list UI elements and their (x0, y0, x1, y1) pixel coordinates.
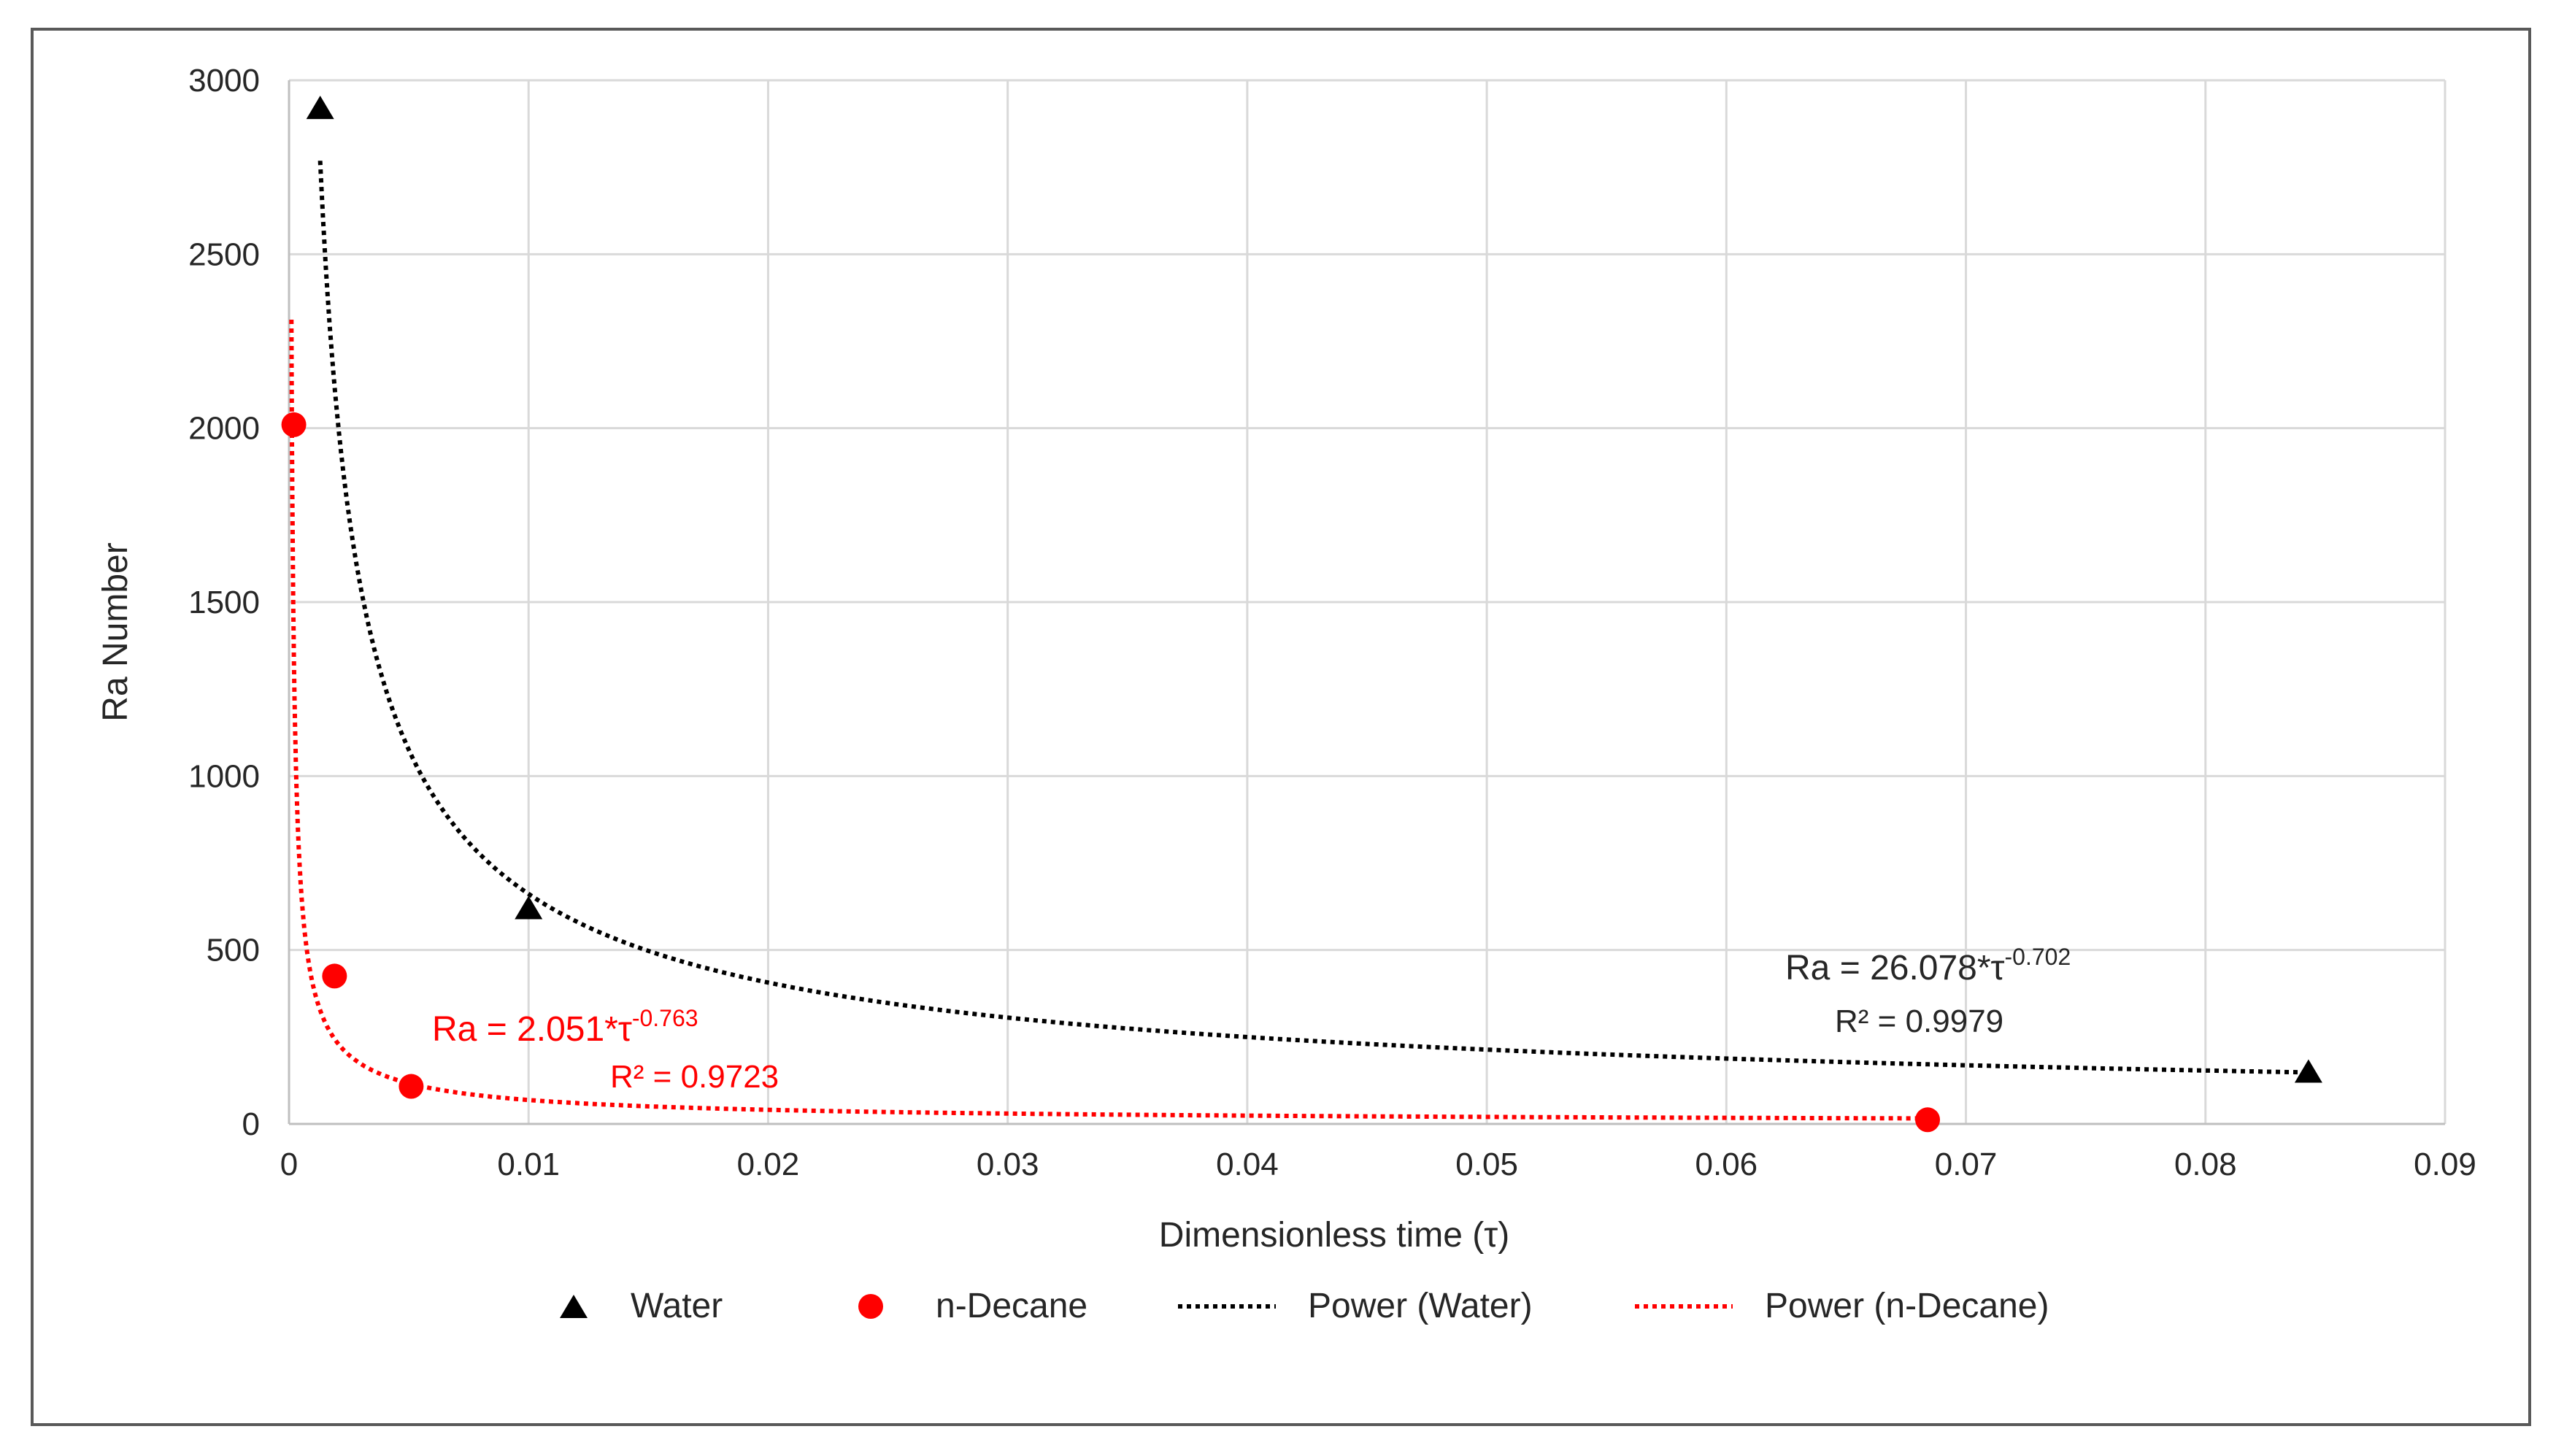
decane-equation-label: Ra = 2.051*τ-0.763 R² = 0.9723 (432, 1005, 779, 1095)
x-tick-label: 0 (280, 1147, 298, 1182)
chart-frame: 0 0.01 0.02 0.03 0.04 0.05 0.06 0.07 0.08 0.09 0 50… (31, 28, 2531, 1426)
legend-item-n-decane: n-Decane (858, 1287, 1087, 1325)
x-tick-label: 0.05 (1455, 1147, 1518, 1182)
decane-equation-base: Ra = 2.051*τ (432, 1010, 632, 1049)
water-equation-label: Ra = 26.078*τ-0.702 R² = 0.9979 (1785, 944, 2071, 1039)
legend-label-water: Water (631, 1287, 723, 1325)
x-tick-label: 0.02 (737, 1147, 800, 1182)
grid (289, 79, 2446, 1124)
decane-r2-label: R² = 0.9723 (610, 1059, 779, 1095)
chart-svg: 0 0.01 0.02 0.03 0.04 0.05 0.06 0.07 0.08 0.09 0 50… (96, 63, 2476, 1325)
water-r2-label: R² = 0.9979 (1835, 1004, 2003, 1039)
legend: Water n-Decane Power (Water) Power (n-De… (560, 1287, 2049, 1325)
y-tick-label: 3000 (188, 63, 260, 99)
y-tick-label: 0 (242, 1106, 260, 1142)
data-point-water (306, 96, 334, 120)
legend-item-water: Water (560, 1287, 723, 1325)
legend-label-power-n-decane: Power (n-Decane) (1765, 1287, 2049, 1325)
data-point-n-decane (322, 963, 347, 989)
legend-item-power-n-decane: Power (n-Decane) (1635, 1287, 2049, 1325)
trendlines (289, 161, 2309, 1121)
x-tick-label: 0.06 (1695, 1147, 1758, 1182)
water-equation-exponent: -0.702 (2005, 944, 2071, 970)
y-axis-title: Ra Number (96, 542, 135, 721)
x-tick-label: 0.01 (497, 1147, 560, 1182)
data-point-n-decane (281, 412, 307, 437)
data-point-n-decane (399, 1074, 424, 1099)
x-tick-label: 0.09 (2414, 1147, 2476, 1182)
x-axis-title: Dimensionless time (τ) (1159, 1216, 1509, 1255)
data-point-n-decane (1915, 1107, 1941, 1133)
data-point-water (515, 895, 543, 920)
x-tick-label: 0.08 (2174, 1147, 2237, 1182)
y-tick-label: 2500 (188, 236, 260, 272)
x-tick-label: 0.04 (1216, 1147, 1279, 1182)
y-tick-label: 1500 (188, 585, 260, 620)
y-tick-label: 2000 (188, 411, 260, 447)
data-points (281, 96, 2322, 1133)
legend-label-n-decane: n-Decane (936, 1287, 1087, 1325)
svg-text:Ra = 26.078*τ-0.702: Ra = 26.078*τ-0.702 (1785, 944, 2071, 987)
legend-marker-triangle (560, 1295, 588, 1318)
axes: 0 0.01 0.02 0.03 0.04 0.05 0.06 0.07 0.08 0.09 0 50… (188, 63, 2476, 1182)
decane-equation-exponent: -0.763 (632, 1005, 698, 1031)
trendline-power-water (317, 161, 2309, 1075)
data-point-water (2294, 1059, 2322, 1083)
y-tick-label: 1000 (188, 758, 260, 794)
trendline-power-n-decane (289, 320, 1928, 1121)
legend-label-power-water: Power (Water) (1308, 1287, 1533, 1325)
y-tick-label: 500 (207, 933, 260, 968)
svg-text:Ra = 2.051*τ-0.763: Ra = 2.051*τ-0.763 (432, 1005, 698, 1049)
legend-item-power-water: Power (Water) (1178, 1287, 1533, 1325)
water-equation-base: Ra = 26.078*τ (1785, 949, 2005, 987)
x-tick-label: 0.07 (1935, 1147, 1998, 1182)
legend-marker-circle (858, 1294, 883, 1319)
x-tick-label: 0.03 (977, 1147, 1039, 1182)
